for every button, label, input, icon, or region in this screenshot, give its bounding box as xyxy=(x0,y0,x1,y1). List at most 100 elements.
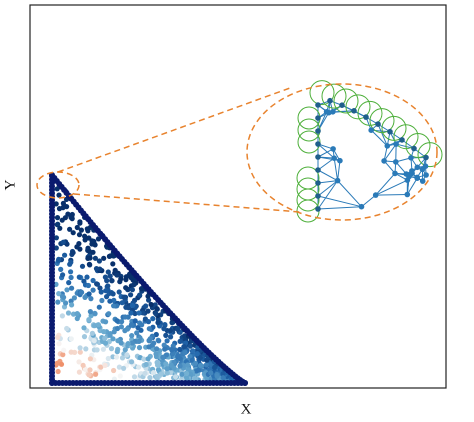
mesh-node xyxy=(393,159,399,165)
mesh-node xyxy=(315,128,321,134)
point xyxy=(189,357,195,363)
mesh-node xyxy=(414,164,421,171)
point xyxy=(74,315,80,322)
point xyxy=(87,309,93,315)
mesh-node xyxy=(363,114,369,120)
point xyxy=(68,298,74,304)
point xyxy=(163,361,169,367)
point xyxy=(65,310,72,316)
point xyxy=(186,367,192,373)
point xyxy=(114,325,121,332)
point xyxy=(175,326,181,332)
mesh-edge xyxy=(317,157,335,171)
point xyxy=(93,266,100,272)
point xyxy=(220,375,226,381)
point xyxy=(177,346,183,353)
point xyxy=(65,211,71,217)
point xyxy=(53,201,59,207)
point xyxy=(82,366,88,372)
mesh-node xyxy=(404,191,411,198)
mesh-node xyxy=(368,127,375,133)
point xyxy=(76,359,82,365)
point xyxy=(119,319,125,325)
point xyxy=(58,266,64,272)
support-circle xyxy=(417,142,443,168)
point xyxy=(116,364,122,370)
zoom-inset xyxy=(296,80,443,223)
point xyxy=(99,297,105,304)
point xyxy=(116,289,122,295)
point xyxy=(155,367,162,373)
support-circle xyxy=(297,130,321,154)
point xyxy=(91,338,97,344)
point xyxy=(68,269,74,275)
point xyxy=(163,332,169,338)
point xyxy=(84,274,90,280)
mesh-node xyxy=(339,102,345,108)
mesh-edge xyxy=(317,180,338,197)
point xyxy=(87,356,93,362)
point xyxy=(83,346,89,352)
point xyxy=(54,360,60,366)
point xyxy=(154,359,160,366)
point xyxy=(93,371,99,377)
point xyxy=(104,278,110,284)
point xyxy=(103,319,109,325)
mesh-edge xyxy=(337,160,341,181)
point xyxy=(68,274,74,281)
point xyxy=(182,333,188,339)
point xyxy=(195,367,201,373)
point xyxy=(55,368,61,375)
point xyxy=(67,226,73,232)
mesh-node xyxy=(423,154,429,161)
point xyxy=(131,282,137,288)
point xyxy=(61,347,67,353)
point xyxy=(123,274,129,280)
point xyxy=(76,232,83,238)
point xyxy=(164,366,170,372)
mesh-edge xyxy=(361,194,376,208)
point xyxy=(55,221,61,227)
point xyxy=(146,297,152,303)
point xyxy=(81,325,87,331)
mesh-node xyxy=(315,193,321,199)
x-axis-label: X xyxy=(241,401,252,417)
point xyxy=(60,239,66,245)
point xyxy=(106,338,112,345)
point xyxy=(154,346,160,352)
point xyxy=(88,296,94,302)
point xyxy=(164,370,170,376)
point xyxy=(153,311,159,317)
mesh-node xyxy=(315,141,321,147)
point xyxy=(187,371,194,377)
point xyxy=(56,341,62,347)
point xyxy=(105,283,111,289)
point xyxy=(94,281,100,287)
mesh-node xyxy=(411,145,417,152)
point xyxy=(192,360,199,366)
point xyxy=(60,352,66,358)
point xyxy=(220,371,226,377)
point xyxy=(70,250,76,256)
point xyxy=(106,311,112,317)
point xyxy=(85,255,91,261)
mesh-node xyxy=(393,141,399,147)
point xyxy=(107,298,113,304)
point xyxy=(60,200,66,206)
point xyxy=(122,347,128,353)
mesh-node xyxy=(330,146,336,152)
point xyxy=(122,294,129,300)
point xyxy=(76,274,82,280)
mesh-node xyxy=(419,178,426,184)
point xyxy=(139,322,145,328)
point xyxy=(162,346,168,352)
point xyxy=(79,263,86,269)
point xyxy=(58,361,65,367)
point xyxy=(96,304,102,310)
point xyxy=(129,287,135,293)
point xyxy=(184,370,190,377)
point xyxy=(129,333,135,339)
mesh-node xyxy=(315,206,321,212)
point-cloud xyxy=(49,172,248,386)
